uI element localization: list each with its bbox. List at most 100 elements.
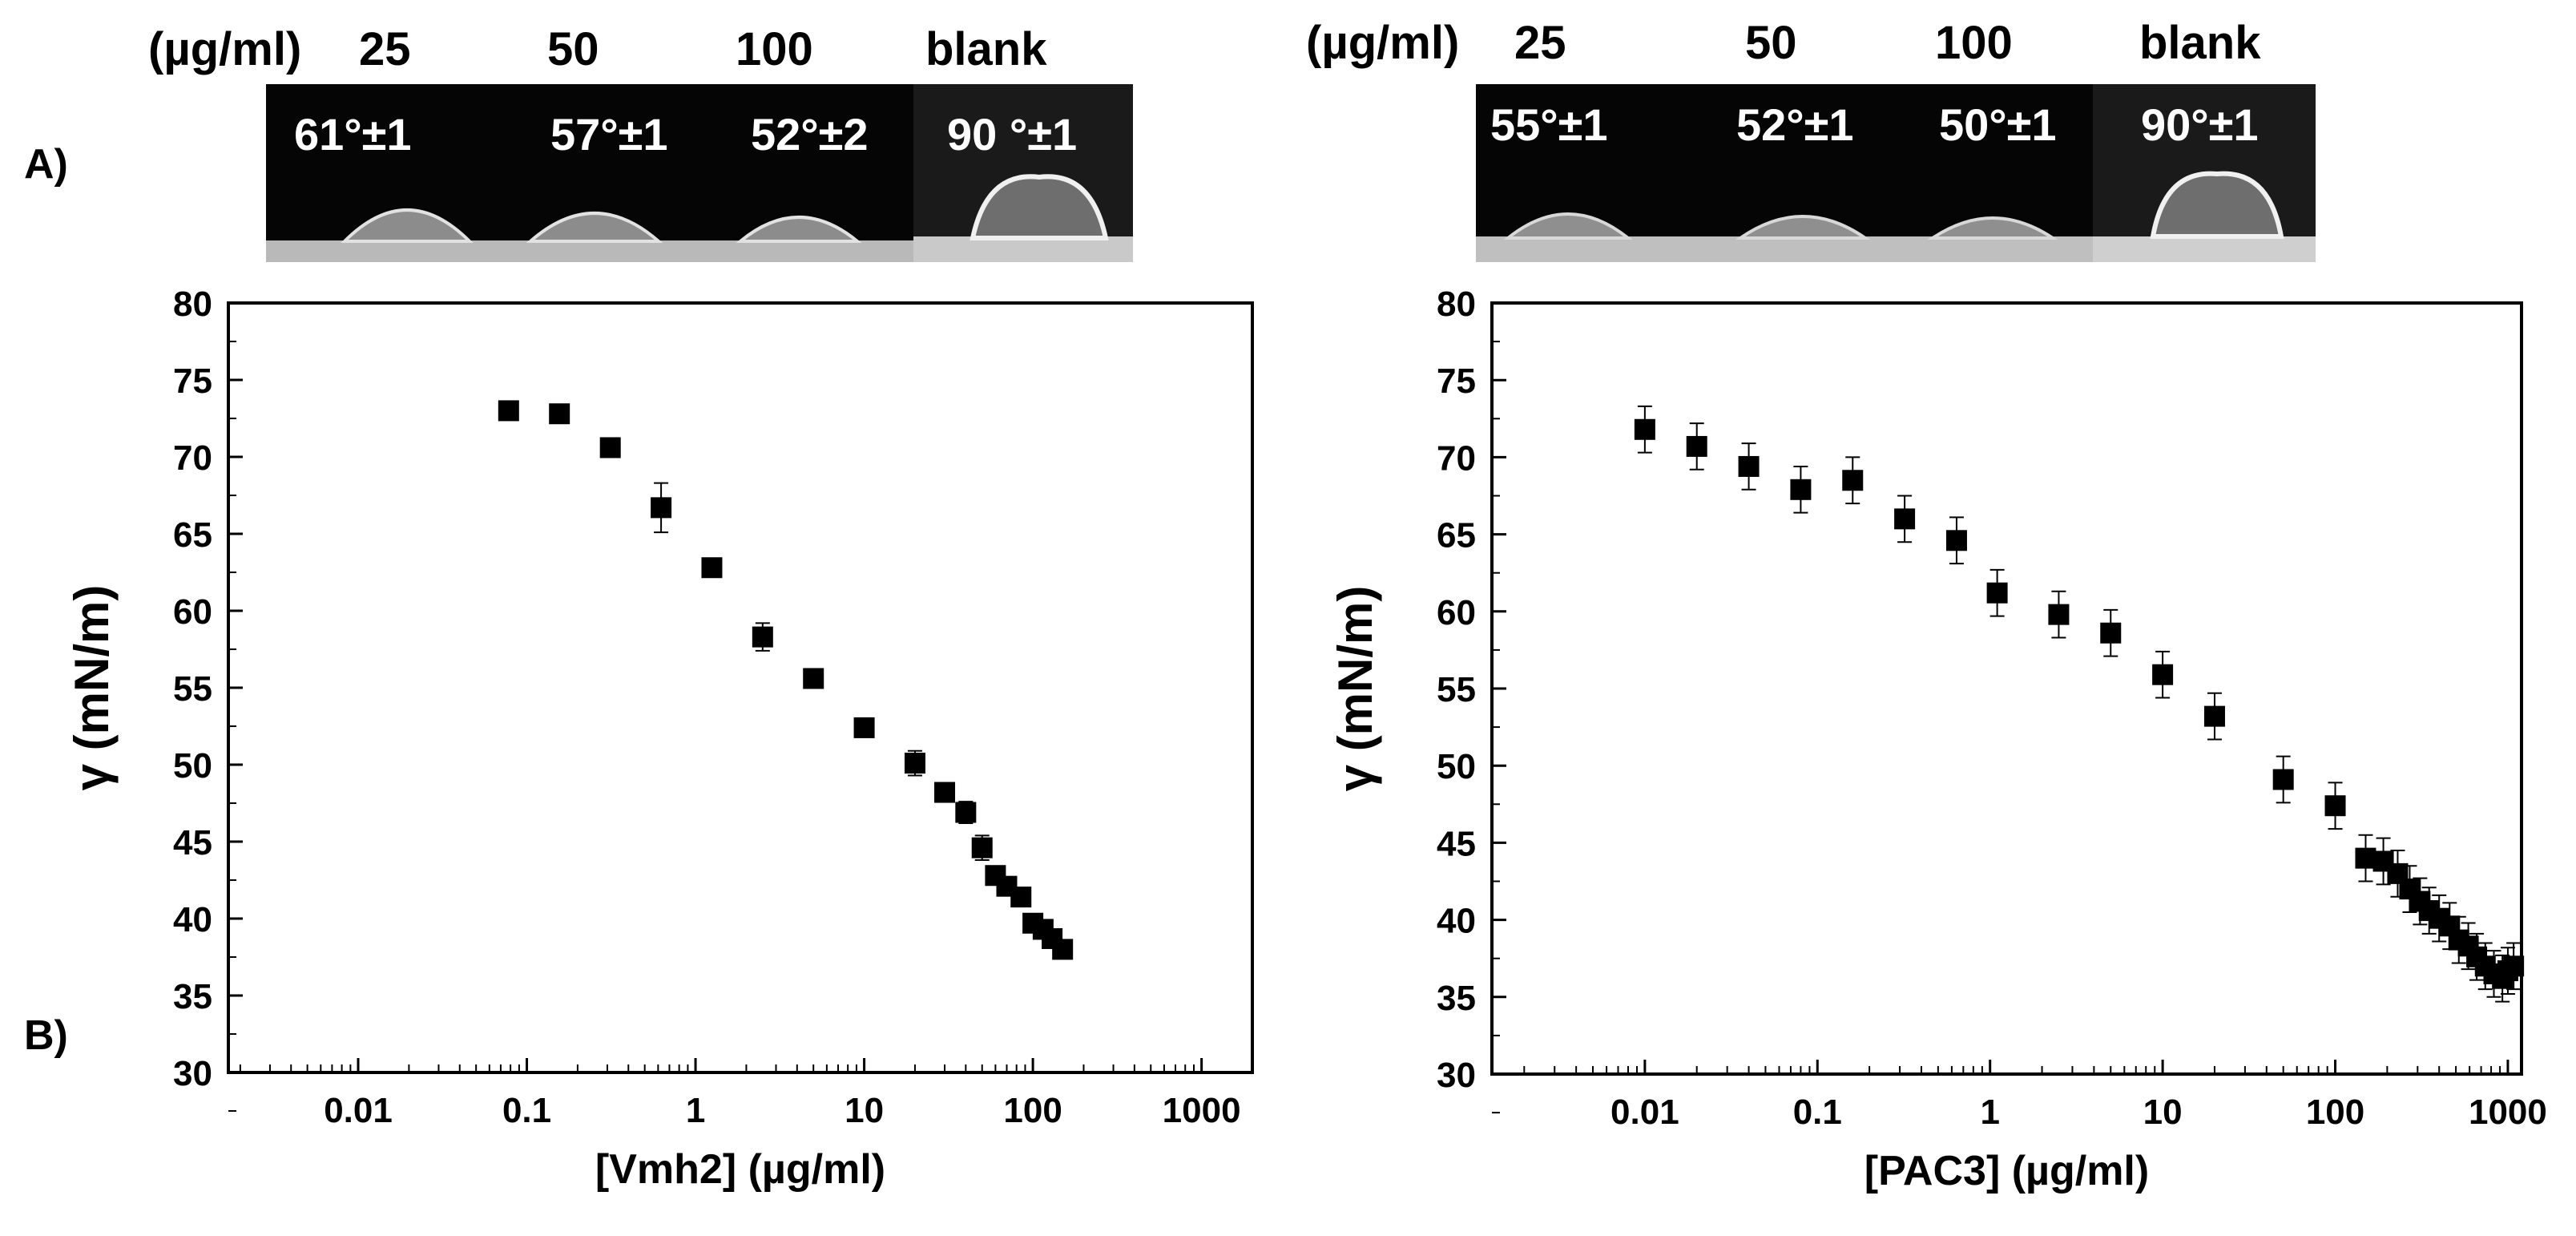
data-point [2203, 705, 2225, 727]
data-point [1686, 435, 1707, 457]
x-tick-label: 10 [845, 1091, 884, 1130]
data-point [2100, 622, 2122, 644]
y-tick-label: 30 [1437, 1056, 1476, 1095]
data-point [1052, 939, 1074, 960]
x-tick-label: 10 [2143, 1093, 2183, 1132]
plot-frame [1490, 301, 2523, 1076]
contact-angle-25: 55°±1 [1490, 99, 1608, 150]
y-tick-label: 75 [1437, 362, 1476, 401]
data-point [549, 403, 570, 425]
y-tick-label: 65 [173, 515, 212, 555]
conc-label-25: 25 [1514, 17, 1566, 69]
conc-label-50: 50 [547, 23, 599, 75]
contact-angle-25: 61°±1 [294, 109, 412, 160]
data-point [934, 782, 956, 803]
plot-frame [227, 301, 1254, 1074]
data-point [2355, 847, 2376, 869]
conc-label-100: 100 [1935, 17, 2013, 69]
data-point [752, 626, 773, 648]
x-tick-label: 100 [1003, 1091, 1062, 1130]
panel-label-a: A) [24, 141, 68, 188]
data-point [2152, 664, 2174, 685]
droplet-shape [1503, 212, 1633, 240]
data-point [2272, 769, 2294, 790]
x-tick-label: 1 [1980, 1093, 1999, 1132]
y-tick-label: 75 [173, 362, 212, 401]
x-axis-label: [Vmh2] (µg/ml) [595, 1146, 885, 1193]
droplet-image-strip: 61°±1 57°±1 52°±2 90 °±1 [266, 84, 1133, 262]
x-tick-label: 100 [2306, 1093, 2364, 1132]
conc-label-blank: blank [2139, 17, 2261, 69]
data-point [1842, 470, 1864, 491]
contact-angle-50: 52°±1 [1736, 99, 1854, 150]
data-point [1790, 479, 1812, 500]
droplet-shape [736, 216, 862, 243]
x-tick-label: 0.1 [502, 1091, 551, 1130]
y-tick-label: 40 [1437, 902, 1476, 941]
x-tick-label: 1 [686, 1091, 705, 1130]
conc-label-100: 100 [736, 23, 813, 75]
droplet-photos [1476, 84, 2316, 262]
y-tick-label: 50 [173, 746, 212, 786]
droplet-photos [266, 84, 1133, 262]
droplet-shape [1735, 215, 1871, 240]
data-point [955, 802, 977, 823]
x-tick-label: 1000 [2469, 1093, 2547, 1132]
data-point [2503, 955, 2525, 977]
conc-label-blank: blank [925, 23, 1047, 75]
data-point [1894, 508, 1916, 530]
y-tick-label: 40 [173, 900, 212, 939]
conc-label-50: 50 [1745, 17, 1797, 69]
droplet-shape [341, 208, 474, 243]
y-tick-label: 60 [173, 592, 212, 632]
droplet-shape [2150, 171, 2284, 239]
droplet-shape [1927, 216, 2058, 240]
conc-unit-label: (µg/ml) [1306, 17, 1460, 69]
droplet-shape [970, 174, 1109, 240]
substrate-blank [913, 236, 1133, 262]
droplet-image-strip: 55°±1 52°±1 50°±1 90°±1 [1476, 84, 2316, 262]
x-axis-label: [PAC3] (µg/ml) [1864, 1148, 2149, 1194]
y-tick-label: 55 [173, 669, 212, 709]
data-point [2048, 604, 2070, 625]
x-tick-label: 0.01 [324, 1091, 393, 1130]
x-tick-label: 0.1 [1793, 1093, 1842, 1132]
chart-pac3: 30 35 40 45 50 55 60 65 70 75 80 0.01 0.1 1 10 100 1000 [… [1328, 285, 2547, 1194]
y-tick-label: 60 [1437, 593, 1476, 632]
data-point [1010, 887, 1032, 908]
y-tick-label: 55 [1437, 670, 1476, 709]
data-point [803, 668, 824, 689]
y-tick-label: 50 [1437, 747, 1476, 786]
x-tick-label: 0.01 [1611, 1093, 1679, 1132]
y-tick-label: 35 [1437, 979, 1476, 1018]
y-tick-label: 35 [173, 977, 212, 1016]
y-axis-label: γ (mN/m) [1328, 586, 1382, 792]
contact-angle-100: 52°±2 [751, 109, 869, 160]
data-point [701, 557, 723, 579]
droplet-shape [526, 212, 663, 243]
data-point [2324, 795, 2346, 817]
data-point [904, 753, 925, 774]
conc-unit-label: (µg/ml) [148, 23, 302, 75]
data-point [1738, 455, 1760, 477]
data-point [599, 437, 621, 458]
contact-angle-blank: 90 °±1 [947, 109, 1078, 160]
y-tick-label: 45 [1437, 824, 1476, 863]
data-point [498, 400, 519, 422]
chart-vmh2: 30 35 40 45 50 55 60 65 70 75 80 0.01 0.1 1 10 100 1000 [… [65, 285, 1254, 1193]
data-point [853, 717, 875, 738]
substrate-blank [2093, 236, 2316, 262]
y-tick-label: 70 [173, 438, 212, 478]
data-point [971, 837, 993, 858]
y-tick-label: 80 [1437, 285, 1476, 324]
y-axis-label: γ (mN/m) [65, 585, 119, 791]
data-point [1986, 582, 2008, 604]
y-tick-label: 70 [1437, 438, 1476, 478]
y-tick-label: 65 [1437, 516, 1476, 555]
conc-label-25: 25 [359, 23, 411, 75]
data-point [651, 497, 672, 519]
x-tick-label: 1000 [1163, 1091, 1241, 1130]
panel-label-b: B) [24, 1012, 68, 1059]
y-tick-label: 80 [173, 285, 212, 324]
data-point [1945, 530, 1967, 551]
